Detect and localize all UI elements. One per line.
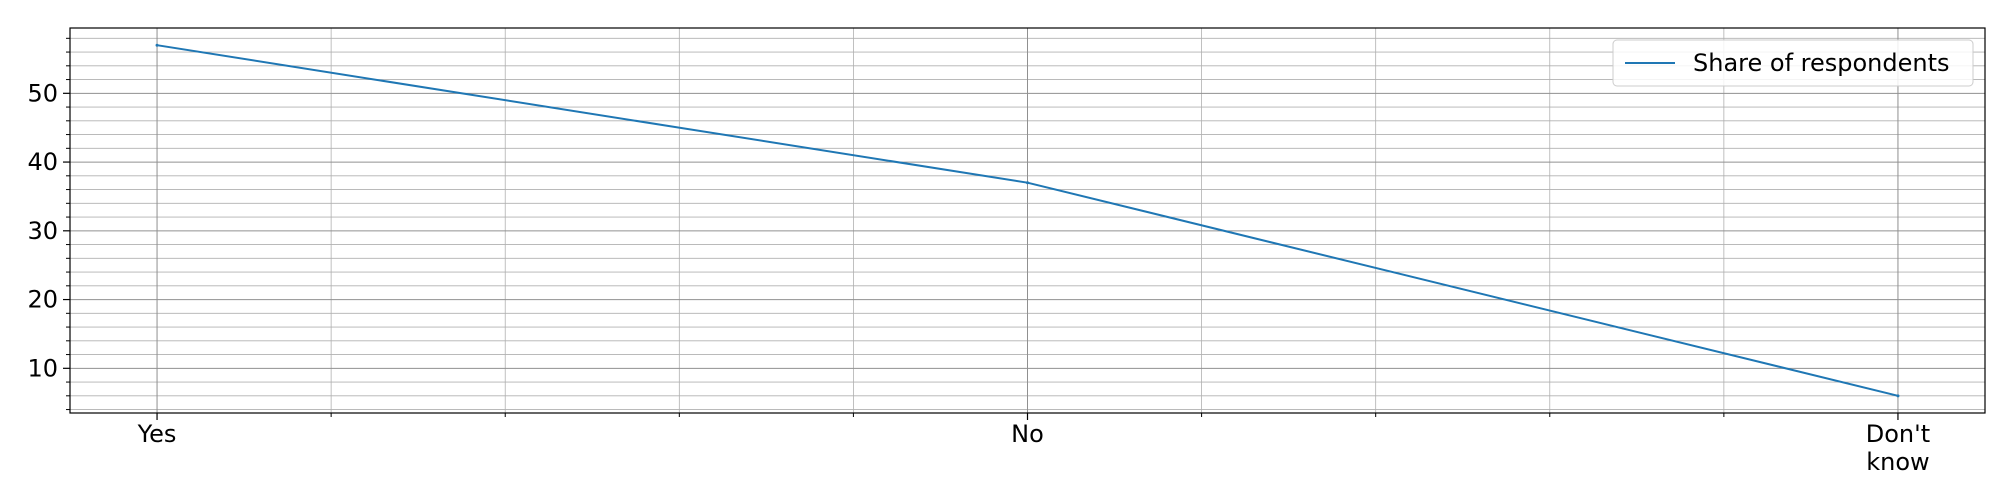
y-tick-label: 30 [27,217,58,245]
y-tick-label: 10 [27,354,58,382]
y-tick-label: 20 [27,286,58,314]
data-point [155,43,159,47]
y-tick-label: 50 [27,79,58,107]
legend: Share of respondents [1612,39,1974,87]
x-tick-label: No [1011,420,1044,448]
data-point [1026,181,1029,185]
series-layer [155,43,1900,398]
y-axis: 10 20 30 40 50 [27,37,70,411]
legend-entry: Share of respondents [1693,49,1950,77]
data-point [1896,394,1900,398]
x-tick-label: Yes [137,420,177,448]
x-tick-label: Don't know [1866,420,1930,476]
major-gridlines [70,28,1985,413]
x-axis: Yes No Don't know [137,413,1930,476]
legend-box [1612,39,1974,87]
y-tick-label: 40 [27,148,58,176]
